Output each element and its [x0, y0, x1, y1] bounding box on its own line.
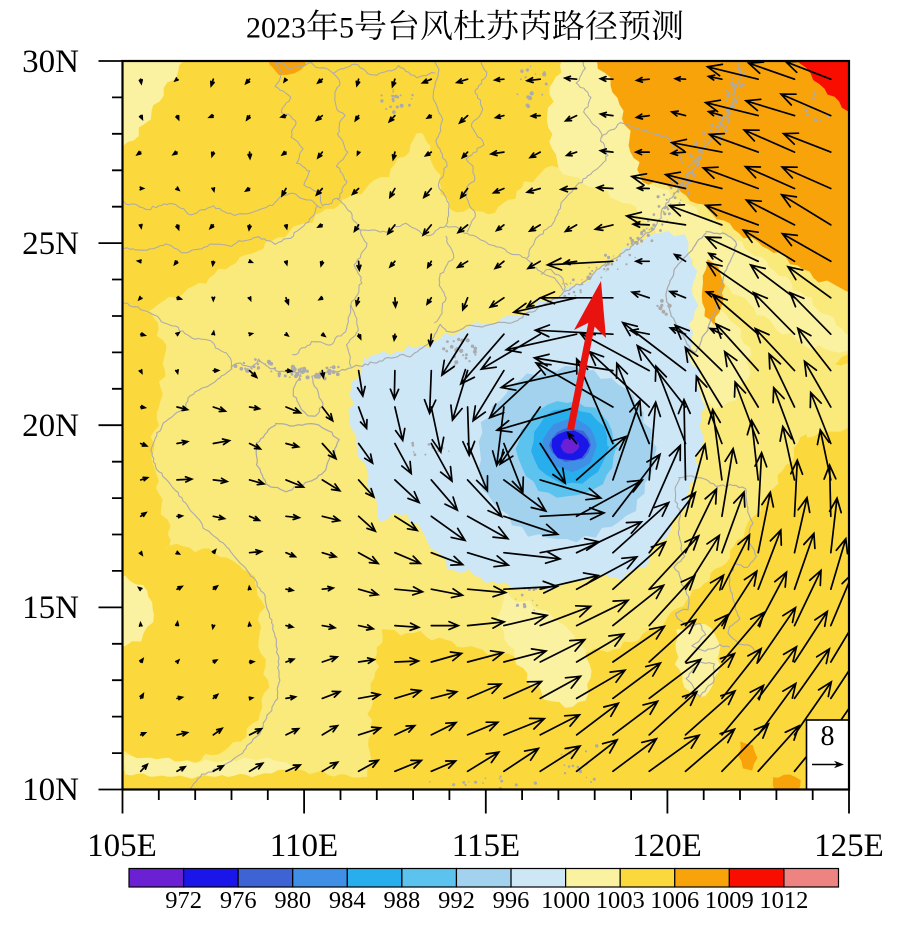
svg-text:115E: 115E [452, 828, 520, 864]
svg-text:1000: 1000 [541, 887, 590, 914]
svg-text:1003: 1003 [596, 887, 645, 914]
svg-text:105E: 105E [87, 828, 157, 864]
svg-text:976: 976 [220, 887, 257, 914]
svg-text:15N: 15N [22, 590, 79, 626]
svg-text:125E: 125E [814, 828, 884, 864]
svg-text:1009: 1009 [705, 887, 754, 914]
svg-text:2023: 2023 [246, 12, 306, 45]
svg-text:1012: 1012 [759, 887, 808, 914]
svg-text:25N: 25N [22, 226, 79, 262]
svg-text:996: 996 [493, 887, 530, 914]
svg-text:984: 984 [329, 887, 366, 914]
svg-text:20N: 20N [22, 408, 79, 444]
svg-text:110E: 110E [270, 828, 338, 864]
svg-text:1006: 1006 [650, 887, 699, 914]
svg-text:10N: 10N [22, 772, 79, 808]
svg-text:120E: 120E [632, 828, 702, 864]
svg-text:992: 992 [438, 887, 475, 914]
svg-text:30N: 30N [22, 44, 79, 80]
svg-text:972: 972 [165, 887, 202, 914]
svg-text:8: 8 [821, 721, 835, 752]
svg-text:5: 5 [339, 12, 354, 45]
svg-text:988: 988 [384, 887, 421, 914]
svg-text:980: 980 [274, 887, 311, 914]
